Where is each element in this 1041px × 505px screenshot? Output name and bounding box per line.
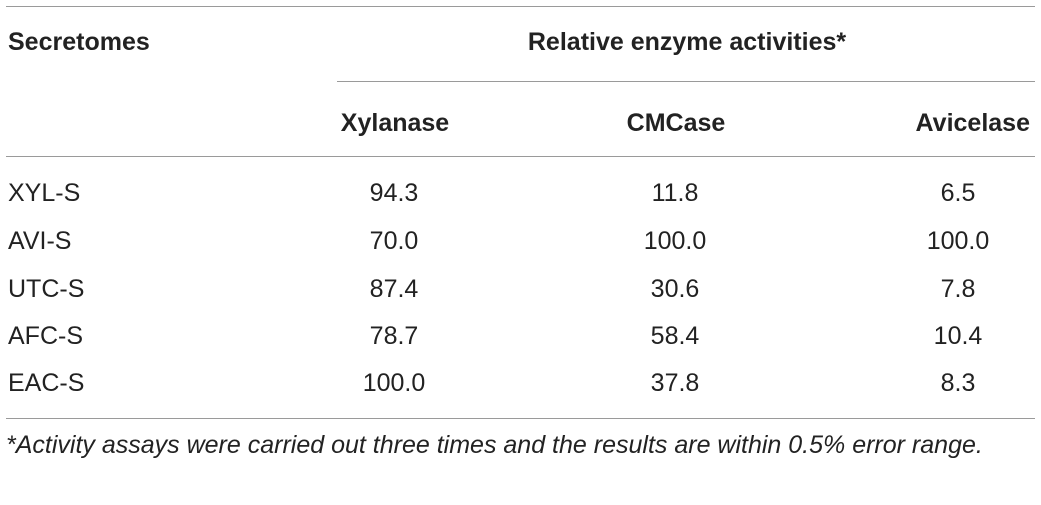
table-footnote: *Activity assays were carried out three … xyxy=(6,431,983,459)
cell-cmcase: 100.0 xyxy=(643,227,707,255)
row-label: AVI-S xyxy=(8,227,72,255)
header-xylanase: Xylanase xyxy=(340,109,450,137)
header-cmcase: CMCase xyxy=(626,109,726,137)
cell-avicelase: 7.8 xyxy=(940,275,976,303)
header-secretomes: Secretomes xyxy=(8,28,150,56)
header-avicelase: Avicelase xyxy=(915,109,1030,137)
cell-cmcase: 30.6 xyxy=(650,275,700,303)
cell-avicelase: 100.0 xyxy=(926,227,990,255)
cell-cmcase: 58.4 xyxy=(650,322,700,350)
row-label: EAC-S xyxy=(8,369,85,397)
cell-avicelase: 10.4 xyxy=(933,322,983,350)
table-bottom-rule xyxy=(6,418,1035,419)
row-label: UTC-S xyxy=(8,275,85,303)
cell-xylanase: 87.4 xyxy=(369,275,419,303)
table-top-rule xyxy=(6,6,1035,7)
cell-avicelase: 6.5 xyxy=(940,179,976,207)
row-label: AFC-S xyxy=(8,322,83,350)
cell-xylanase: 70.0 xyxy=(369,227,419,255)
group-header-rule xyxy=(337,81,1035,82)
cell-xylanase: 94.3 xyxy=(369,179,419,207)
cell-avicelase: 8.3 xyxy=(940,369,976,397)
cell-cmcase: 37.8 xyxy=(650,369,700,397)
header-bottom-rule xyxy=(6,156,1035,157)
cell-xylanase: 78.7 xyxy=(369,322,419,350)
header-relative-enzyme-activities: Relative enzyme activities* xyxy=(527,28,847,56)
row-label: XYL-S xyxy=(8,179,81,207)
cell-xylanase: 100.0 xyxy=(362,369,426,397)
cell-cmcase: 11.8 xyxy=(651,179,699,207)
